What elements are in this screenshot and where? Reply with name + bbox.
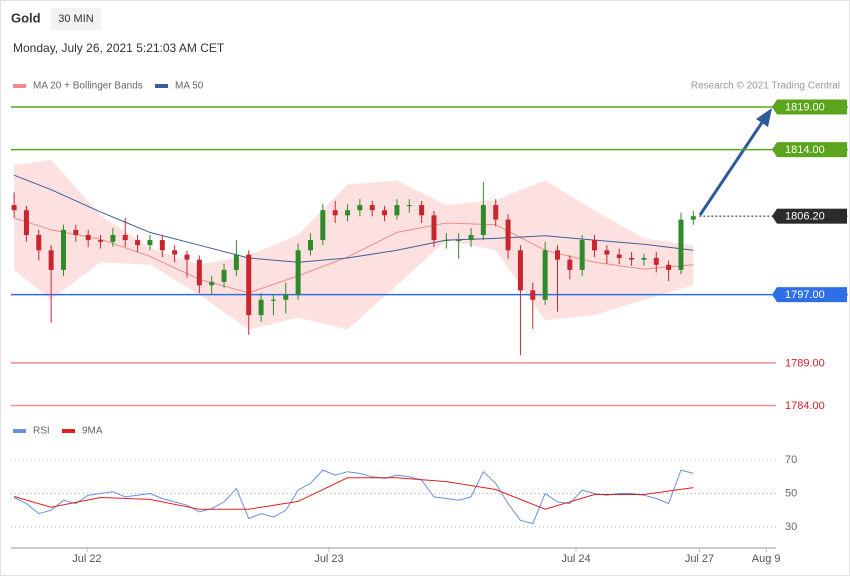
x-tick-label: Jul 23 <box>314 553 343 565</box>
candle-body <box>48 250 54 270</box>
candle-body <box>320 210 326 241</box>
candle-body <box>295 250 301 295</box>
candle-body <box>23 210 29 235</box>
rsi-line <box>13 469 694 525</box>
legend-label: MA 50 <box>175 81 204 92</box>
candle-body <box>270 299 276 301</box>
legend-label: RSI <box>33 426 50 437</box>
candle-body <box>60 229 66 270</box>
candle-body <box>11 205 17 211</box>
level-label: 1806.20 <box>785 211 825 223</box>
candle-body <box>443 240 449 242</box>
candle-body <box>283 294 289 300</box>
ma-line <box>13 217 694 294</box>
bollinger-band <box>14 159 694 330</box>
candle-body <box>110 234 116 242</box>
candle-body <box>184 254 190 260</box>
level-tag <box>777 208 847 224</box>
candle-body <box>209 281 215 286</box>
legend-swatch <box>13 84 26 88</box>
level-tag-point <box>772 208 777 224</box>
candle-body <box>480 205 486 235</box>
candle-body <box>332 210 338 216</box>
legend-swatch <box>155 84 168 88</box>
x-tick-label: Aug 9 <box>752 553 781 565</box>
timeframe-box <box>51 8 101 30</box>
timeframe: 30 MIN <box>58 13 94 25</box>
candle-body <box>345 210 351 216</box>
candle-body <box>159 240 165 251</box>
candle-body <box>196 259 202 286</box>
candle-body <box>579 240 585 270</box>
candle-body <box>530 290 536 300</box>
candle-body <box>629 257 635 260</box>
candle-body <box>505 219 511 251</box>
candle-body <box>172 250 178 255</box>
candle-body <box>369 205 375 211</box>
level-label: 1784.00 <box>785 400 825 412</box>
level-tag <box>777 99 847 115</box>
candle-body <box>690 216 696 220</box>
candle-body <box>73 229 79 235</box>
candle-body <box>122 234 128 241</box>
candle-body <box>307 240 313 251</box>
candle-body <box>233 254 239 270</box>
candle-body <box>431 215 437 241</box>
legend-label: MA 20 + Bollinger Bands <box>33 81 143 92</box>
candle-body <box>221 269 227 282</box>
x-tick-label: Jul 27 <box>685 553 714 565</box>
legend-swatch <box>62 429 75 433</box>
candle-body <box>592 240 598 251</box>
candle-body <box>147 240 153 246</box>
candle-body <box>517 250 523 291</box>
candle-body <box>258 299 264 316</box>
candle-body <box>135 240 141 246</box>
legend-swatch <box>13 429 26 433</box>
forecast-arrow <box>698 120 765 216</box>
rsi-tick-label: 50 <box>785 487 797 499</box>
candle-body <box>678 219 684 270</box>
candle-body <box>616 254 622 258</box>
candle-body <box>357 205 363 211</box>
candle-body <box>542 250 548 300</box>
candle-body <box>36 234 42 251</box>
rsi-line <box>13 477 694 510</box>
ma-line <box>13 174 694 263</box>
candle-body <box>604 250 610 255</box>
candle-body <box>456 240 462 242</box>
candle-body <box>419 205 425 216</box>
chart-title: Gold <box>11 10 41 25</box>
arrow-head <box>756 108 772 127</box>
candle-body <box>246 254 252 316</box>
candle-body <box>641 257 647 260</box>
candle-body <box>406 205 412 207</box>
level-label: 1814.00 <box>785 144 825 156</box>
candle-body <box>493 205 499 220</box>
level-tag-point <box>772 287 777 303</box>
candle-body <box>653 257 659 265</box>
candle-body <box>567 259 573 270</box>
candle-body <box>85 234 91 241</box>
level-label: 1819.00 <box>785 101 825 113</box>
candle-body <box>468 234 474 241</box>
candle-body <box>382 210 388 216</box>
rsi-tick-label: 30 <box>785 521 797 533</box>
level-label: 1797.00 <box>785 289 825 301</box>
level-tag-point <box>772 99 777 115</box>
x-tick-label: Jul 24 <box>561 553 590 565</box>
x-tick-label: Jul 22 <box>72 553 101 565</box>
candle-body <box>394 205 400 216</box>
legend-label: 9MA <box>82 426 103 437</box>
level-label: 1789.00 <box>785 357 825 369</box>
candle-body <box>554 250 560 260</box>
level-tag <box>777 142 847 158</box>
subtitle: Monday, July 26, 2021 5:21:03 AM CET <box>13 41 225 55</box>
rsi-tick-label: 70 <box>785 454 797 466</box>
candle-body <box>98 240 104 242</box>
level-tag-point <box>772 142 777 158</box>
candle-body <box>666 264 672 270</box>
level-tag <box>777 287 847 303</box>
credit: Research © 2021 Trading Central <box>691 81 840 92</box>
